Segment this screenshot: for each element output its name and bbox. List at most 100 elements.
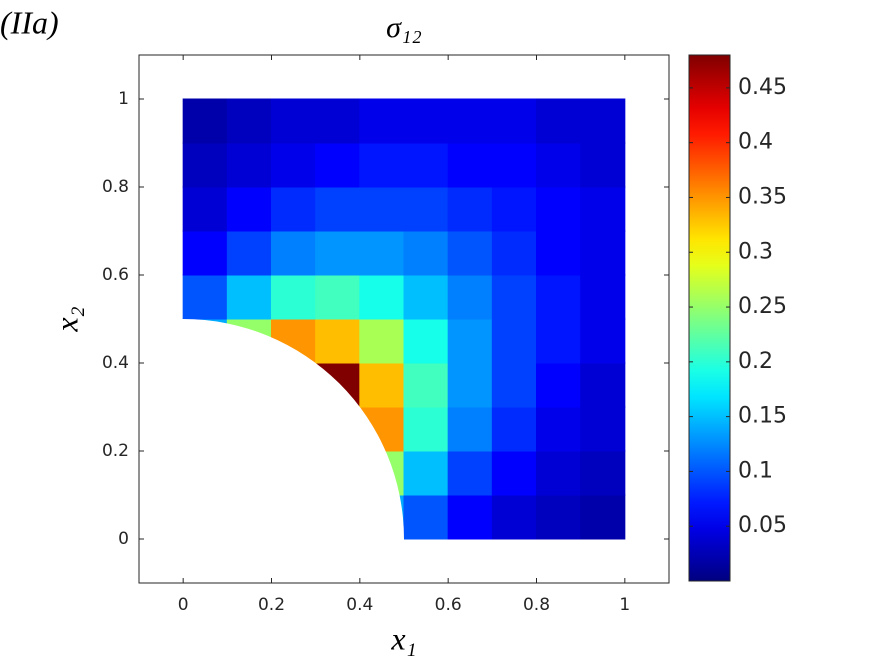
- y-tick-label: 0.8: [102, 177, 129, 197]
- heatmap-cell: [226, 274, 272, 320]
- colorbar-tick-label: 0.25: [738, 294, 787, 319]
- heatmap-cell: [403, 186, 449, 232]
- x-axis-label: x₁: [390, 620, 416, 656]
- heatmap-cell: [226, 230, 272, 276]
- heatmap-cell: [403, 318, 449, 364]
- heatmap-cell: [580, 362, 626, 408]
- heatmap-cell: [536, 494, 582, 540]
- heatmap-cell: [271, 142, 317, 188]
- chart-title: σ₁₂: [386, 11, 422, 44]
- heatmap-cell: [491, 450, 537, 496]
- heatmap-cell: [315, 98, 361, 144]
- x-tick-label: 0: [178, 595, 189, 615]
- heatmap-cell: [315, 274, 361, 320]
- heatmap-cell: [536, 274, 582, 320]
- overlay: 0 0.2 0.4 0.6 0.8 1 0 0.2 0.4 0.6 0.8 1: [102, 54, 670, 615]
- heatmap-cell: [491, 98, 537, 144]
- heatmap-cell: [271, 230, 317, 276]
- heatmap-cell: [403, 406, 449, 452]
- heatmap-cell: [315, 186, 361, 232]
- heatmap-cell: [447, 274, 493, 320]
- heatmap-cell: [182, 142, 228, 188]
- heatmap-cell: [182, 274, 228, 320]
- heatmap-cell: [403, 494, 449, 540]
- axes-box: [138, 54, 670, 584]
- heatmap-cell: [536, 406, 582, 452]
- colorbar-tick-label: 0.45: [738, 75, 787, 100]
- colorbar-tick-label: 0.2: [738, 349, 773, 374]
- y-tick-label: 0: [118, 529, 129, 549]
- x-tick-label: 0.6: [435, 595, 462, 615]
- heatmap-cell: [536, 362, 582, 408]
- colorbar-tick-label: 0.4: [738, 130, 773, 155]
- y-axis-label: x₂: [48, 306, 84, 332]
- panel-label: (IIa): [0, 4, 59, 40]
- heatmap-cell: [491, 274, 537, 320]
- heatmap-cell: [182, 98, 228, 144]
- heatmap-cell: [447, 362, 493, 408]
- heatmap-cell: [182, 186, 228, 232]
- x-tick-label: 1: [619, 595, 630, 615]
- heatmap-cell: [491, 186, 537, 232]
- heatmap-cell: [403, 362, 449, 408]
- heatmap-cell: [271, 186, 317, 232]
- colorbar-tick-label: 0.15: [738, 404, 787, 429]
- heatmap-cell: [447, 318, 493, 364]
- hole: [182, 319, 404, 540]
- heatmap-cell: [447, 406, 493, 452]
- heatmap-cell: [403, 230, 449, 276]
- heatmap-cell: [359, 142, 405, 188]
- y-tick-label: 1: [118, 89, 129, 109]
- heatmap-cell: [271, 98, 317, 144]
- heatmap-cell: [580, 450, 626, 496]
- heatmap-cell: [536, 450, 582, 496]
- heatmap-cell: [271, 274, 317, 320]
- heatmap-cell: [403, 450, 449, 496]
- heatmap-cell: [491, 318, 537, 364]
- heatmap-cell: [580, 142, 626, 188]
- heatmap-cell: [447, 142, 493, 188]
- heatmap-cell: [536, 142, 582, 188]
- heatmap-cell: [447, 186, 493, 232]
- heatmap-cell: [359, 98, 405, 144]
- heatmap-cell: [580, 494, 626, 540]
- heatmap-cell: [580, 406, 626, 452]
- heatmap-cell: [359, 186, 405, 232]
- colorbar-tick-label: 0.35: [738, 184, 787, 209]
- heatmap-cell: [580, 98, 626, 144]
- heatmap-cell: [403, 98, 449, 144]
- heatmap-cell: [447, 230, 493, 276]
- colorbar: [688, 54, 731, 582]
- heatmap-cell: [580, 318, 626, 364]
- heatmap-cell: [491, 406, 537, 452]
- heatmap-cell: [182, 230, 228, 276]
- heatmap-cell: [580, 186, 626, 232]
- y-tick-label: 0.2: [102, 441, 129, 461]
- colorbar-tick-label: 0.3: [738, 239, 773, 264]
- heatmap-cell: [580, 274, 626, 320]
- heatmap-cell: [315, 142, 361, 188]
- heatmap-cell: [536, 230, 582, 276]
- heatmap-cell: [447, 98, 493, 144]
- x-tick-label: 0.2: [258, 595, 285, 615]
- heatmap-cell: [491, 362, 537, 408]
- heatmap-cell: [403, 142, 449, 188]
- y-tick-label: 0.6: [102, 265, 129, 285]
- heatmap-cell: [359, 274, 405, 320]
- heatmap-cell: [536, 98, 582, 144]
- heatmap-cell: [359, 362, 405, 408]
- heatmap-cell: [403, 274, 449, 320]
- heatmap-cell: [536, 186, 582, 232]
- heatmap-cell: [536, 318, 582, 364]
- heatmap-cell: [491, 230, 537, 276]
- heatmap-cell: [226, 98, 272, 144]
- x-tick-label: 0.4: [346, 595, 373, 615]
- heatmap-cell: [491, 494, 537, 540]
- x-tick-label: 0.8: [523, 595, 550, 615]
- heatmap-cell: [491, 142, 537, 188]
- heatmap-cell: [359, 318, 405, 364]
- colorbar-tick-label: 0.05: [738, 513, 787, 538]
- heatmap-cell: [580, 230, 626, 276]
- heatmap-cell: [315, 318, 361, 364]
